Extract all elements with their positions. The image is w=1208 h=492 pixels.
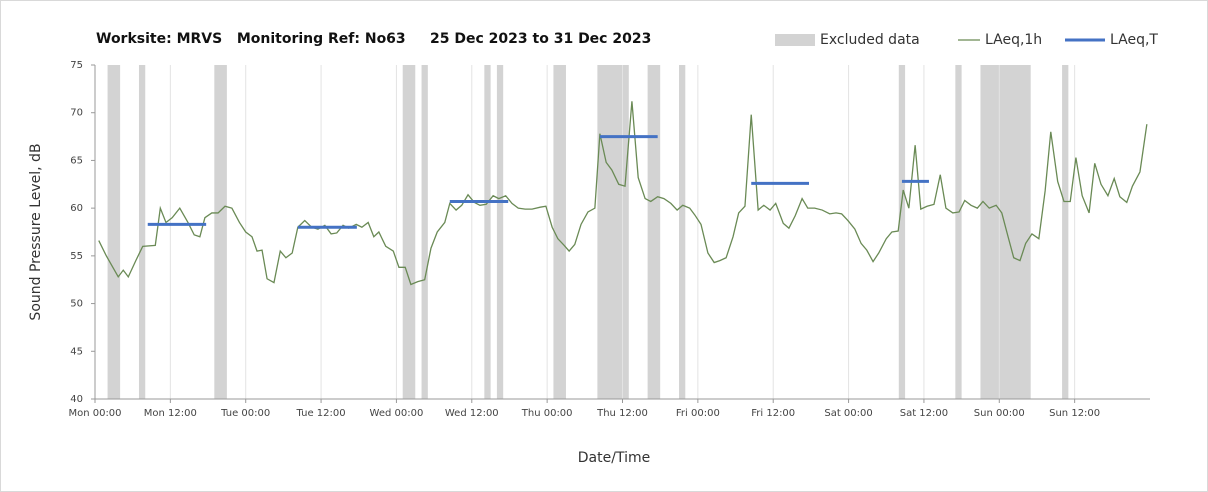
legend-label: Excluded data	[820, 32, 920, 48]
x-tick-label: Sun 00:00	[974, 408, 1025, 419]
x-tick-label: Sun 12:00	[1049, 408, 1100, 419]
y-tick-label: 40	[70, 394, 83, 405]
excluded-band	[1062, 65, 1069, 399]
y-tick-label: 70	[70, 108, 83, 119]
excluded-band	[679, 65, 686, 399]
excluded-band	[421, 65, 428, 399]
excluded-band	[955, 65, 962, 399]
legend-swatch	[775, 34, 815, 46]
x-axis-label: Date/Time	[578, 450, 650, 466]
x-tick-label: Wed 12:00	[445, 408, 499, 419]
y-tick-label: 55	[70, 251, 83, 262]
excluded-band	[138, 65, 146, 399]
excluded-band	[484, 65, 491, 399]
excluded-band	[107, 65, 121, 399]
excluded-band	[214, 65, 227, 399]
laeq-1h-line	[98, 101, 1148, 286]
excluded-band	[980, 65, 1031, 399]
excluded-band	[898, 65, 906, 399]
excluded-band	[553, 65, 566, 399]
legend-label: LAeq,T	[1110, 32, 1158, 48]
y-tick-label: 60	[70, 203, 83, 214]
x-tick-label: Thu 00:00	[521, 408, 573, 419]
excluded-band	[647, 65, 661, 399]
excluded-band	[496, 65, 504, 399]
x-tick-label: Sat 12:00	[900, 408, 948, 419]
x-tick-label: Tue 00:00	[220, 408, 270, 419]
y-axis-label: Sound Pressure Level, dB	[28, 143, 44, 320]
x-tick-label: Sat 00:00	[824, 408, 872, 419]
x-tick-label: Mon 12:00	[144, 408, 197, 419]
excluded-band	[597, 65, 629, 399]
x-tick-label: Mon 00:00	[68, 408, 121, 419]
y-tick-label: 75	[70, 60, 83, 71]
y-tick-label: 50	[70, 299, 83, 310]
x-tick-label: Fri 00:00	[676, 408, 720, 419]
x-tick-label: Fri 12:00	[751, 408, 795, 419]
y-tick-label: 45	[70, 346, 83, 357]
excluded-band	[402, 65, 416, 399]
x-tick-label: Tue 12:00	[296, 408, 346, 419]
legend-label: LAeq,1h	[985, 32, 1042, 48]
chart-title: Worksite: MRVS Monitoring Ref: No63 25 D…	[96, 31, 651, 47]
x-tick-label: Wed 00:00	[370, 408, 424, 419]
x-tick-label: Thu 12:00	[596, 408, 648, 419]
y-tick-label: 65	[70, 155, 83, 166]
